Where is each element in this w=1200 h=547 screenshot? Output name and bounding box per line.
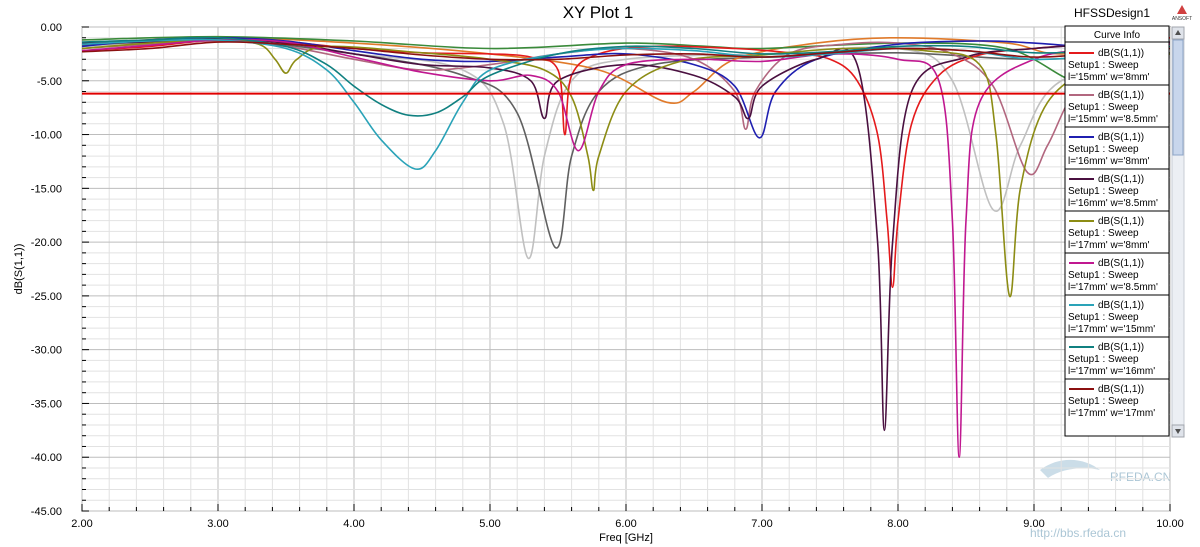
legend-curve-name: dB(S(1,1))	[1098, 48, 1144, 59]
axis-ticks: 2.00 3.00 4.00 5.00 6.00 7.00 8.00 9.00 10.00 0.0…	[31, 22, 1184, 530]
legend-curve-name: dB(S(1,1))	[1098, 90, 1144, 101]
legend-setup: Setup1 : Sweep	[1068, 102, 1139, 113]
legend-curve-name: dB(S(1,1))	[1098, 132, 1144, 143]
x-tick-label: 3.00	[207, 518, 228, 530]
legend-params: l='17mm' w='16mm'	[1068, 366, 1155, 377]
y-tick-label: -40.00	[31, 452, 62, 464]
y-tick-label: -25.00	[31, 291, 62, 303]
chart-title: XY Plot 1	[563, 3, 634, 22]
series-lines	[82, 35, 1170, 459]
x-tick-label: 6.00	[615, 518, 636, 530]
watermark-url: http://bbs.rfeda.cn	[1030, 526, 1126, 540]
legend-curve-name: dB(S(1,1))	[1098, 258, 1144, 269]
series-line-3	[82, 36, 1170, 139]
legend-curve-name: dB(S(1,1))	[1098, 216, 1144, 227]
series-line-5	[82, 39, 1170, 298]
y-tick-label: 0.00	[41, 22, 62, 34]
x-tick-label: 5.00	[479, 518, 500, 530]
y-tick-label: -20.00	[31, 237, 62, 249]
legend-setup: Setup1 : Sweep	[1068, 186, 1139, 197]
legend-params: l='16mm' w='8mm'	[1068, 156, 1150, 167]
scroll-down-arrow-icon	[1175, 429, 1181, 434]
series-group	[82, 35, 1170, 459]
y-tick-label: -10.00	[31, 130, 62, 142]
legend-curve-name: dB(S(1,1))	[1098, 384, 1144, 395]
legend-setup: Setup1 : Sweep	[1068, 396, 1139, 407]
legend-curve-name: dB(S(1,1))	[1098, 174, 1144, 185]
legend-setup: Setup1 : Sweep	[1068, 354, 1139, 365]
x-tick-label: 9.00	[1023, 518, 1044, 530]
scrollbar-thumb[interactable]	[1172, 39, 1184, 156]
ansoft-logo-icon: ANSOFT	[1172, 5, 1192, 22]
design-name: HFSSDesign1	[1074, 6, 1150, 20]
legend-params: l='17mm' w='17mm'	[1068, 408, 1155, 419]
y-tick-label: -45.00	[31, 506, 62, 518]
x-tick-label: 10.00	[1156, 518, 1184, 530]
series-line-4	[82, 37, 1170, 432]
x-tick-label: 4.00	[343, 518, 364, 530]
y-axis-title: dB(S(1,1))	[13, 244, 25, 295]
legend-params: l='15mm' w='8.5mm'	[1068, 114, 1158, 125]
series-line-2	[82, 40, 1170, 176]
y-tick-label: -15.00	[31, 183, 62, 195]
brand-label: ANSOFT	[1172, 16, 1192, 22]
legend-curve-name: dB(S(1,1))	[1098, 342, 1144, 353]
watermark-site: RFEDA.CN	[1110, 470, 1171, 484]
x-tick-label: 2.00	[71, 518, 92, 530]
x-tick-label: 7.00	[751, 518, 772, 530]
legend-curve-name: dB(S(1,1))	[1098, 300, 1144, 311]
legend-params: l='17mm' w='8mm'	[1068, 240, 1150, 251]
legend-setup: Setup1 : Sweep	[1068, 270, 1139, 281]
legend-params: l='17mm' w='15mm'	[1068, 324, 1155, 335]
series-line-8	[82, 36, 1170, 117]
legend-params: l='17mm' w='8.5mm'	[1068, 282, 1158, 293]
x-axis-title: Freq [GHz]	[599, 532, 653, 544]
y-tick-label: -30.00	[31, 345, 62, 357]
unlisted-curve-line	[82, 36, 1170, 104]
x-tick-label: 8.00	[887, 518, 908, 530]
scroll-up-arrow-icon	[1175, 30, 1181, 35]
legend-setup: Setup1 : Sweep	[1068, 312, 1139, 323]
legend-title: Curve Info	[1094, 30, 1141, 41]
legend-setup: Setup1 : Sweep	[1068, 60, 1139, 71]
legend-scrollbar[interactable]	[1171, 26, 1185, 438]
y-tick-label: -5.00	[37, 76, 62, 88]
legend-setup: Setup1 : Sweep	[1068, 228, 1139, 239]
legend-params: l='15mm' w='8mm'	[1068, 72, 1150, 83]
series-line-6	[82, 38, 1170, 459]
legend-setup: Setup1 : Sweep	[1068, 144, 1139, 155]
legend-panel[interactable]: Curve Info dB(S(1,1))Setup1 : Sweepl='15…	[1064, 25, 1170, 437]
watermark: RFEDA.CN http://bbs.rfeda.cn	[1030, 459, 1171, 540]
legend-params: l='16mm' w='8.5mm'	[1068, 198, 1158, 209]
watermark-swoosh-icon	[1040, 459, 1100, 478]
y-tick-label: -35.00	[31, 398, 62, 410]
series-line-9	[82, 41, 1170, 61]
